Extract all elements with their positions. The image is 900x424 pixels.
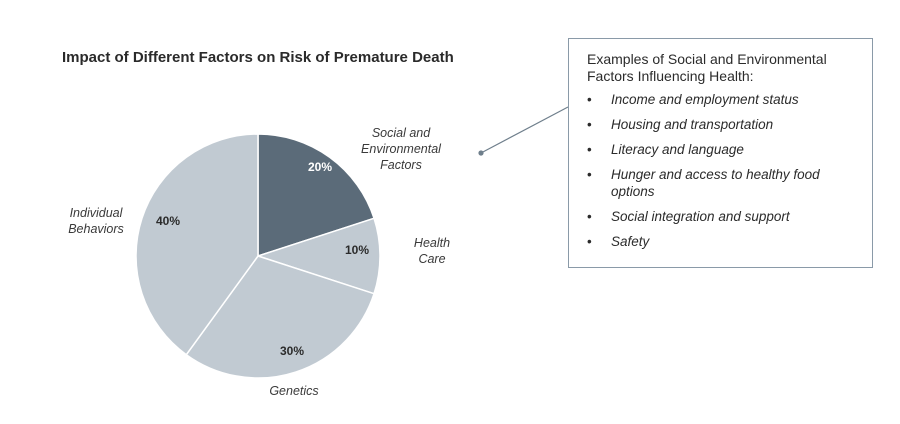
bullet-icon: • [587,167,592,182]
bullet-icon: • [587,209,592,224]
data-label-genetics: 30% [280,344,304,358]
list-item-text: Social integration and support [611,209,790,224]
callout-dot [478,150,484,156]
list-item-text: Hunger and access to healthy food option… [611,167,820,199]
list-item: • Housing and transportation [587,116,858,133]
data-label-individual-behaviors: 40% [156,214,180,228]
list-item: • Hunger and access to healthy food optio… [587,166,858,200]
bullet-icon: • [587,142,592,157]
list-item-text: Housing and transportation [611,117,774,132]
list-item-text: Income and employment status [611,92,799,107]
pie-slice-genetics [185,255,375,379]
list-item-text: Literacy and language [611,142,744,157]
callout-connector [480,106,569,154]
pie-slice-health-care [255,217,381,295]
pie-slice-individual-behaviors [135,133,259,356]
examples-box: Examples of Social and Environmental Fac… [568,38,873,268]
list-item: • Literacy and language [587,141,858,158]
category-label-health-care: Health Care [414,236,450,266]
pie-slice-social-and-environmental-factors [257,133,375,258]
category-label-genetics: Genetics [269,384,318,398]
list-item: • Income and employment status [587,91,858,108]
data-label-health-care: 10% [345,243,369,257]
category-label-social-and-environmental-factors: Social and Environmental Factors [361,126,442,172]
list-item: • Social integration and support [587,208,858,225]
list-item: • Safety [587,233,858,250]
list-item-text: Safety [611,234,650,249]
bullet-icon: • [587,92,592,107]
data-label-social-and-environmental-factors: 20% [308,160,332,174]
bullet-icon: • [587,117,592,132]
examples-list: • Income and employment status • Housing a… [587,91,858,250]
bullet-icon: • [587,234,592,249]
chart-title: Impact of Different Factors on Risk of P… [62,49,454,66]
category-label-individual-behaviors: Individual Behaviors [68,206,124,236]
examples-heading: Examples of Social and Environmental Fac… [587,51,827,84]
